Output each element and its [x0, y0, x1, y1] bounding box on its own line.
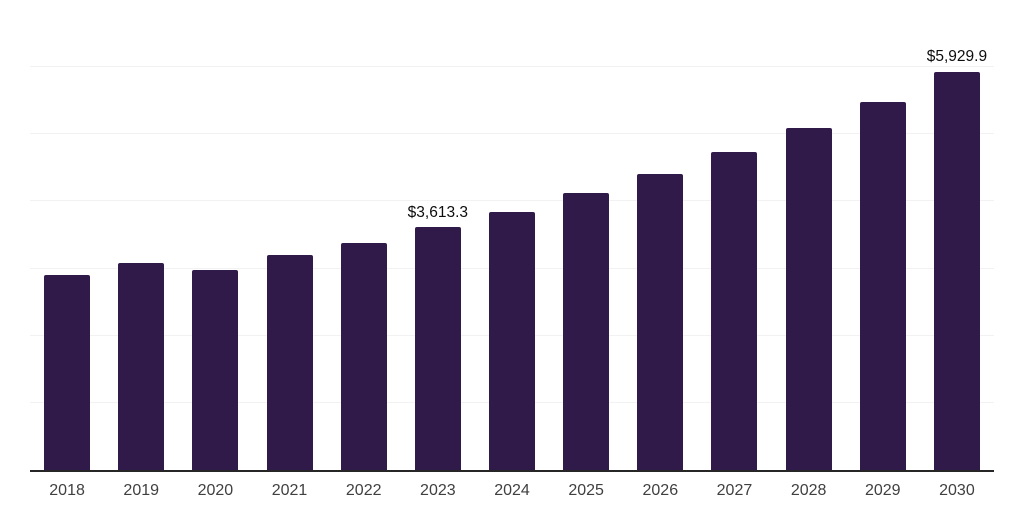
bar-2027 — [711, 152, 758, 470]
x-tick-2023: 2023 — [420, 482, 456, 499]
bar-2021 — [266, 254, 313, 470]
bar-2019 — [118, 262, 165, 470]
x-tick-2030: 2030 — [939, 482, 975, 499]
x-tick-2024: 2024 — [494, 482, 530, 499]
x-tick-2021: 2021 — [271, 482, 308, 499]
x-tick-2018: 2018 — [49, 482, 85, 499]
gridline-6000 — [30, 66, 994, 68]
x-tick-2028: 2028 — [790, 482, 827, 499]
gridline-4000 — [30, 200, 994, 202]
bar-2029 — [859, 102, 906, 470]
bar-2022 — [340, 243, 387, 470]
plot-area: $3,613.3 $5,929.9 — [30, 0, 994, 472]
bar-value-label-2023: $3,613.3 — [407, 203, 469, 221]
x-tick-2027: 2027 — [716, 482, 753, 499]
x-tick-2019: 2019 — [123, 482, 160, 499]
x-axis-labels: 2018 2019 2020 2021 2022 2023 2024 2025 2026 2027… — [30, 481, 994, 505]
bar-value-label-2030: $5,929.9 — [926, 48, 988, 66]
bar-2023 — [414, 227, 461, 470]
x-tick-2020: 2020 — [197, 482, 234, 499]
x-tick-2022: 2022 — [345, 482, 382, 499]
bar-2020 — [192, 269, 239, 470]
bar-2028 — [785, 127, 832, 470]
x-tick-2025: 2025 — [568, 482, 604, 499]
bar-2026 — [637, 174, 684, 470]
bar-2024 — [489, 211, 535, 470]
bar-2030 — [933, 71, 980, 470]
bar-2018 — [44, 275, 91, 470]
x-tick-2029: 2029 — [864, 482, 901, 499]
gridline-5000 — [30, 133, 994, 135]
x-tick-2026: 2026 — [642, 482, 679, 499]
bar-2025 — [563, 192, 610, 470]
